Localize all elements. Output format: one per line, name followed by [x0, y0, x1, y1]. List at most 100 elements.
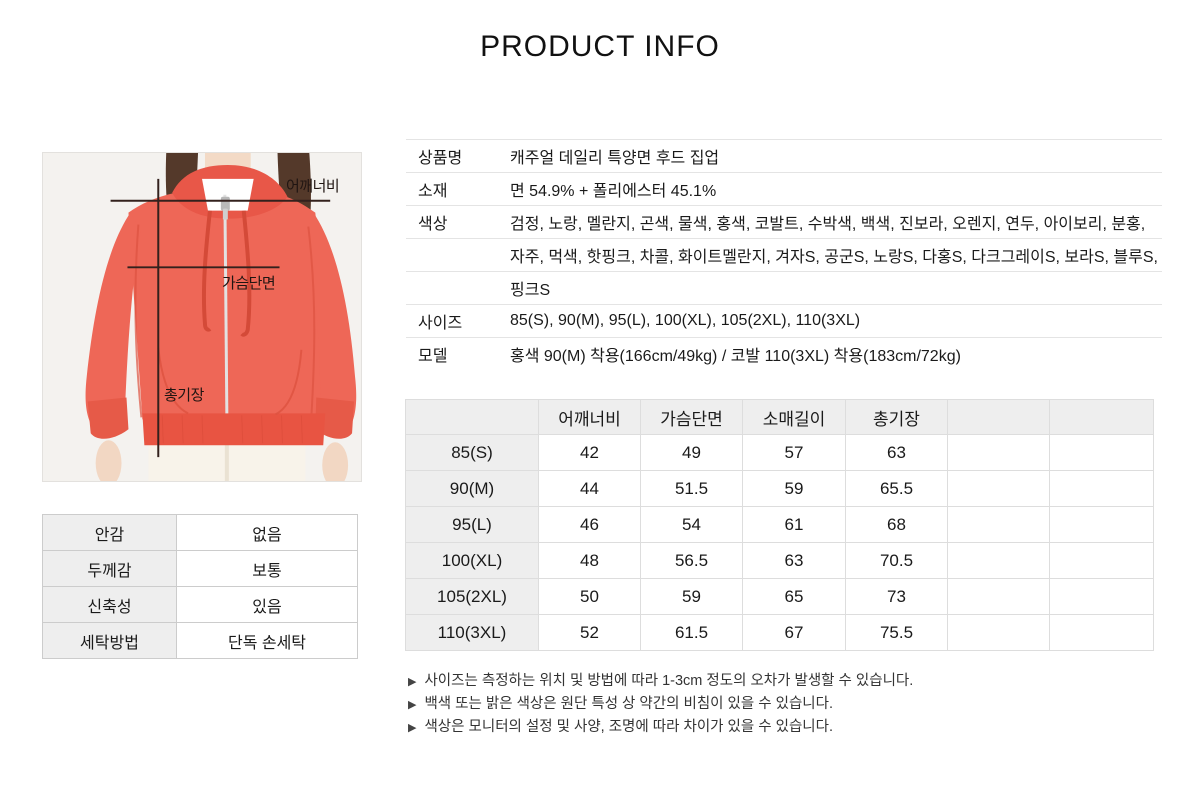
size-cell: 46 — [539, 507, 641, 543]
size-cell: 65.5 — [846, 471, 948, 507]
size-table-header-chest: 가슴단면 — [641, 400, 743, 435]
measure-label-chest-width: 가슴단면 — [222, 275, 276, 292]
info-value: 면 54.9% + 폴리에스터 45.1% — [510, 183, 717, 200]
spec-label: 안감 — [43, 515, 177, 550]
page-title: PRODUCT INFO — [480, 30, 720, 63]
info-value: 홍색 90(M) 착용(166cm/49kg) / 코발 110(3XL) 착용… — [510, 348, 961, 365]
info-row-colors-3: 핑크S — [406, 271, 1162, 304]
size-cell — [948, 471, 1050, 507]
note-item: ▶ 색상은 모니터의 설정 및 사양, 조명에 따라 차이가 있을 수 있습니다… — [408, 718, 913, 736]
note-text: 색상은 모니터의 설정 및 사양, 조명에 따라 차이가 있을 수 있습니다. — [424, 718, 833, 735]
size-table-header-shoulder: 어깨너비 — [539, 400, 641, 435]
size-cell — [1050, 471, 1154, 507]
spec-label: 신축성 — [43, 587, 177, 622]
info-row-colors-2: 자주, 먹색, 핫핑크, 차콜, 화이트멜란지, 겨자S, 공군S, 노랑S, … — [406, 238, 1162, 271]
note-bullet-icon: ▶ — [408, 721, 417, 734]
info-value: 검정, 노랑, 멜란지, 곤색, 물색, 홍색, 코발트, 수박색, 백색, 진… — [510, 216, 1146, 233]
size-row-label: 90(M) — [406, 471, 539, 507]
measure-label-total-length: 총기장 — [164, 387, 204, 404]
info-value: 85(S), 90(M), 95(L), 100(XL), 105(2XL), … — [510, 312, 861, 329]
size-table-header-length: 총기장 — [846, 400, 948, 435]
size-cell: 61.5 — [641, 615, 743, 651]
size-cell: 52 — [539, 615, 641, 651]
note-text: 백색 또는 밝은 색상은 원단 특성 상 약간의 비침이 있을 수 있습니다. — [424, 695, 833, 712]
spec-label: 두께감 — [43, 551, 177, 586]
info-row-model: 모델 홍색 90(M) 착용(166cm/49kg) / 코발 110(3XL)… — [406, 337, 1162, 370]
size-cell — [1050, 435, 1154, 471]
note-bullet-icon: ▶ — [408, 698, 417, 711]
info-value: 핑크S — [510, 282, 551, 299]
info-label: 모델 — [418, 348, 448, 365]
info-row-colors-1: 색상 검정, 노랑, 멜란지, 곤색, 물색, 홍색, 코발트, 수박색, 백색… — [406, 205, 1162, 238]
fabric-spec-table: 안감 없음 두께감 보통 신축성 있음 세탁방법 단독 손세탁 — [42, 514, 358, 659]
size-cell: 50 — [539, 579, 641, 615]
size-cell — [948, 507, 1050, 543]
info-row-product-name: 상품명 캐주얼 데일리 특양면 후드 집업 — [406, 139, 1162, 172]
size-cell — [948, 543, 1050, 579]
size-cell — [948, 435, 1050, 471]
info-row-sizes: 사이즈 85(S), 90(M), 95(L), 100(XL), 105(2X… — [406, 304, 1162, 337]
size-cell: 73 — [846, 579, 948, 615]
spec-row-stretch: 신축성 있음 — [43, 587, 357, 623]
size-cell: 70.5 — [846, 543, 948, 579]
spec-value: 보통 — [252, 562, 282, 580]
size-cell: 63 — [743, 543, 846, 579]
size-table: 어깨너비 가슴단면 소매길이 총기장 85(S) 42 49 57 63 90(… — [405, 399, 1154, 651]
spec-value: 없음 — [252, 526, 282, 544]
size-row-label: 85(S) — [406, 435, 539, 471]
size-table-header-cell — [948, 400, 1050, 435]
size-cell — [1050, 543, 1154, 579]
size-cell: 68 — [846, 507, 948, 543]
size-table-header-cell — [1050, 400, 1154, 435]
size-cell — [948, 615, 1050, 651]
spec-row-lining: 안감 없음 — [43, 515, 357, 551]
size-cell — [1050, 507, 1154, 543]
size-cell: 51.5 — [641, 471, 743, 507]
spec-label: 세탁방법 — [43, 623, 177, 658]
note-bullet-icon: ▶ — [408, 676, 417, 688]
size-row-label: 105(2XL) — [406, 579, 539, 615]
size-table-header-cell — [406, 400, 539, 435]
notes-section: ▶ 사이즈는 측정하는 위치 및 방법에 따라 1-3cm 정도의 오차가 발생… — [408, 673, 914, 743]
note-text: 사이즈는 측정하는 위치 및 방법에 따라 1-3cm 정도의 오차가 발생할 … — [424, 673, 914, 689]
size-cell — [1050, 615, 1154, 651]
product-photo: 어깨너비 가슴단면 총기장 — [42, 152, 362, 482]
size-cell: 75.5 — [846, 615, 948, 651]
size-cell: 67 — [743, 615, 846, 651]
note-item: ▶ 사이즈는 측정하는 위치 및 방법에 따라 1-3cm 정도의 오차가 발생… — [408, 673, 914, 690]
spec-row-washing: 세탁방법 단독 손세탁 — [43, 623, 357, 659]
size-cell: 57 — [743, 435, 846, 471]
size-cell: 65 — [743, 579, 846, 615]
info-value: 캐주얼 데일리 특양면 후드 집업 — [510, 150, 720, 167]
product-info-list: 상품명 캐주얼 데일리 특양면 후드 집업 소재 면 54.9% + 폴리에스터… — [406, 139, 1162, 370]
size-row-label: 95(L) — [406, 507, 539, 543]
size-cell: 49 — [641, 435, 743, 471]
size-cell: 42 — [539, 435, 641, 471]
size-row-label: 110(3XL) — [406, 615, 539, 651]
size-cell: 63 — [846, 435, 948, 471]
size-cell: 59 — [743, 471, 846, 507]
note-item: ▶ 백색 또는 밝은 색상은 원단 특성 상 약간의 비침이 있을 수 있습니다… — [408, 695, 913, 713]
size-cell: 59 — [641, 579, 743, 615]
size-cell: 48 — [539, 543, 641, 579]
size-row-label: 100(XL) — [406, 543, 539, 579]
model-hoodie-illustration — [43, 153, 361, 481]
size-cell: 56.5 — [641, 543, 743, 579]
size-cell — [1050, 579, 1154, 615]
size-cell: 54 — [641, 507, 743, 543]
size-cell: 44 — [539, 471, 641, 507]
measure-label-shoulder-width: 어깨너비 — [286, 178, 340, 195]
spec-row-thickness: 두께감 보통 — [43, 551, 357, 587]
spec-value: 있음 — [252, 598, 282, 616]
info-row-material: 소재 면 54.9% + 폴리에스터 45.1% — [406, 172, 1162, 205]
info-label: 사이즈 — [418, 315, 463, 332]
info-value: 자주, 먹색, 핫핑크, 차콜, 화이트멜란지, 겨자S, 공군S, 노랑S, … — [510, 249, 1158, 266]
info-label: 색상 — [418, 216, 448, 233]
size-cell — [948, 579, 1050, 615]
info-label: 소재 — [418, 183, 448, 200]
size-table-header-sleeve: 소매길이 — [743, 400, 846, 435]
spec-value: 단독 손세탁 — [227, 634, 307, 652]
size-cell: 61 — [743, 507, 846, 543]
info-label: 상품명 — [418, 150, 463, 167]
